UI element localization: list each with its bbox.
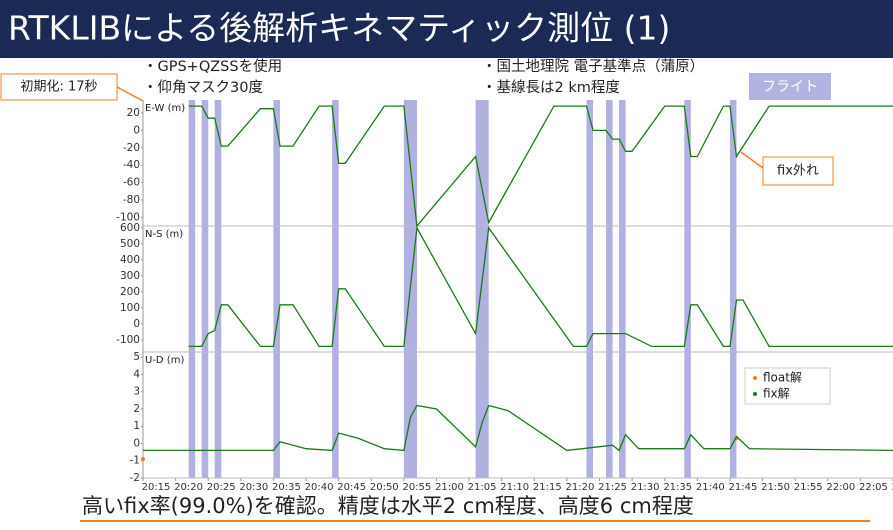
x-tick-label: 20:20: [174, 482, 203, 493]
bullet: ・基線長は2 km程度: [482, 79, 620, 96]
y-tick-label: 200: [120, 286, 140, 298]
x-tick-label: 21:05: [468, 482, 497, 493]
annotation-arrow: [116, 86, 144, 102]
y-tick-label: -1: [130, 455, 140, 467]
flight-band: [273, 100, 280, 478]
x-tick-label: 20:45: [337, 482, 366, 493]
flight-band: [201, 100, 209, 478]
annotation: 初期化: 17秒: [20, 80, 97, 95]
flight-band: [586, 100, 593, 478]
title-bar: [0, 0, 893, 58]
flight-band: [188, 100, 196, 478]
y-tick-label: -40: [123, 159, 140, 171]
x-tick-label: 21:30: [631, 482, 660, 493]
y-tick-label: 400: [120, 254, 140, 266]
legend-marker: [753, 376, 757, 380]
flight-band: [606, 100, 613, 478]
legend-marker: [753, 392, 757, 396]
y-tick-label: 5: [133, 351, 140, 363]
y-tick-label: 500: [120, 238, 140, 250]
flight-band: [619, 100, 626, 478]
x-tick-label: 20:30: [239, 482, 268, 493]
bullet: ・国土地理院 電子基準点（蒲原）: [482, 58, 704, 75]
flight-band: [729, 100, 737, 478]
x-tick-label: 21:20: [565, 482, 594, 493]
x-tick-label: 21:25: [598, 482, 627, 493]
y-tick-label: 300: [120, 270, 140, 282]
x-tick-label: 21:10: [500, 482, 529, 493]
conclusion: 高いfix率(99.0%)を確認。精度は水平2 cm程度、高度6 cm程度: [82, 494, 694, 518]
y-tick-label: 4: [133, 368, 140, 380]
y-tick-label: -100: [116, 211, 140, 223]
y-tick-label: -80: [123, 194, 140, 206]
y-tick-label: -20: [123, 142, 140, 154]
x-tick-label: 22:00: [826, 482, 855, 493]
y-tick-label: 0: [133, 318, 140, 330]
flight-band: [214, 100, 222, 478]
flight-band: [332, 100, 339, 478]
x-tick-label: 21:55: [794, 482, 823, 493]
flight-band: [475, 100, 489, 478]
x-tick-label: 21:50: [761, 482, 790, 493]
annotation-box: [0, 73, 118, 101]
y-tick-label: 3: [133, 386, 140, 398]
bullet: ・GPS+QZSSを使用: [143, 58, 282, 75]
data-line: [143, 404, 893, 452]
x-tick-label: 20:25: [207, 482, 236, 493]
x-tick-label: 20:55: [402, 482, 431, 493]
y-tick-label: 20: [127, 107, 140, 119]
x-tick-label: 22:05: [859, 482, 888, 493]
x-tick-label: 20:50: [370, 482, 399, 493]
legend-label: float解: [763, 371, 802, 385]
flight-band: [684, 100, 691, 478]
x-tick-label: 21:15: [533, 482, 562, 493]
x-tick-label: 21:00: [435, 482, 464, 493]
bullet: ・仰角マスク30度: [143, 79, 263, 96]
legend-label: fix解: [763, 387, 790, 401]
y-tick-label: -60: [123, 177, 140, 189]
flight-label: フライト: [762, 79, 818, 95]
data-line: [188, 105, 893, 228]
annotation-box: [762, 156, 834, 186]
y-tick-label: 0: [133, 124, 140, 136]
data-line: [188, 225, 893, 348]
y-axis-label: U-D (m): [145, 355, 184, 366]
legend-box: [744, 367, 831, 405]
x-tick-label: 21:35: [663, 482, 692, 493]
y-axis-label: N-S (m): [145, 229, 183, 240]
y-tick-label: 100: [120, 302, 140, 314]
x-tick-label: 21:40: [696, 482, 725, 493]
x-tick-label: 20:35: [272, 482, 301, 493]
x-tick-label: 20:40: [305, 482, 334, 493]
y-tick-label: -100: [116, 334, 140, 346]
x-tick-label: 21:45: [729, 482, 758, 493]
annotation-arrow: [740, 151, 764, 169]
x-tick-label: 20:15: [142, 482, 171, 493]
slide-title: RTKLIBによる後解析キネマティック測位 (1): [8, 9, 670, 48]
y-tick-label: 1: [133, 420, 140, 432]
float-point: [141, 457, 145, 462]
y-tick-label: 0: [133, 437, 140, 449]
x-tick-label: 22:10: [892, 482, 893, 493]
y-axis-label: E-W (m): [145, 103, 185, 114]
annotation: fix外れ: [777, 164, 819, 179]
y-tick-label: -2: [130, 472, 140, 484]
flight-label-box: [749, 73, 831, 100]
y-tick-label: 2: [133, 403, 140, 415]
y-tick-label: 600: [120, 222, 140, 234]
